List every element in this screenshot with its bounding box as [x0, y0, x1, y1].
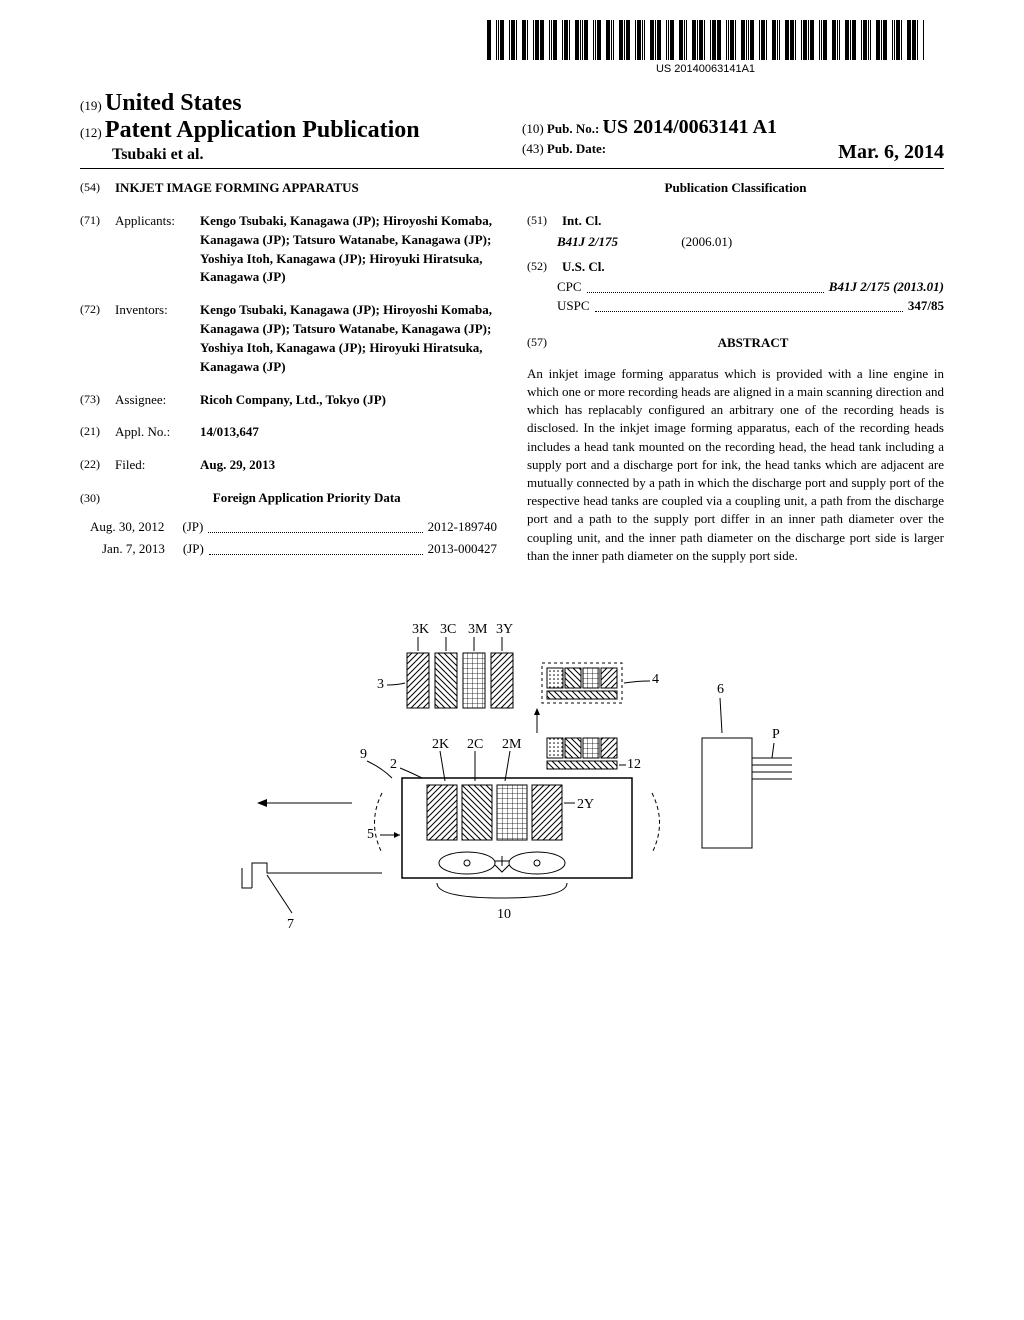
applicants-value: Kengo Tsubaki, Kanagawa (JP); Hiroyoshi …: [200, 212, 497, 287]
label-3K: 3K: [412, 622, 429, 637]
label-3M: 3M: [468, 622, 488, 637]
priority-date-0: Aug. 30, 2012: [90, 518, 164, 537]
us-cl-code: (52): [527, 258, 562, 277]
pub-type-code: (12): [80, 125, 102, 140]
label-3: 3: [377, 677, 384, 692]
label-2: 2: [390, 757, 397, 772]
label-3Y: 3Y: [496, 622, 513, 637]
appl-label: Appl. No.:: [115, 423, 200, 442]
figure-svg: 3K 3C 3M 3Y 3 4: [212, 613, 812, 993]
int-cl-code: (51): [527, 212, 562, 231]
barcode-region: US 20140063141A1: [487, 20, 924, 75]
int-cl-value: B41J 2/175: [557, 234, 618, 249]
label-2K: 2K: [432, 737, 449, 752]
cartridge-row-top: 3K 3C 3M 3Y: [407, 622, 513, 708]
label-7: 7: [287, 917, 294, 932]
filed-code: (22): [80, 456, 115, 475]
label-2Y: 2Y: [577, 797, 594, 812]
pub-type: Patent Application Publication: [105, 117, 420, 143]
priority-row-0: Aug. 30, 2012 (JP) 2012-189740: [80, 518, 497, 537]
cpc-label: CPC: [557, 278, 582, 297]
title-code: (54): [80, 179, 115, 198]
label-P: P: [772, 727, 780, 742]
pub-date: Mar. 6, 2014: [838, 141, 944, 164]
filed-date: Aug. 29, 2013: [200, 456, 497, 475]
priority-row-1: Jan. 7, 2013 (JP) 2013-000427: [80, 540, 497, 559]
patent-figure: 3K 3C 3M 3Y 3 4: [80, 613, 944, 998]
label-3C: 3C: [440, 622, 456, 637]
priority-country-1: (JP): [183, 540, 204, 559]
abstract-code: (57): [527, 334, 562, 359]
label-2C: 2C: [467, 737, 483, 752]
priority-code: (30): [80, 490, 115, 507]
filed-label: Filed:: [115, 456, 200, 475]
assignee-code: (73): [80, 391, 115, 410]
assignee-label: Assignee:: [115, 391, 200, 410]
authors: Tsubaki et al.: [80, 146, 502, 164]
int-cl-year: (2006.01): [681, 234, 732, 249]
applicants-label: Applicants:: [115, 212, 200, 287]
label-9: 9: [360, 747, 367, 762]
content-columns: (54) INKJET IMAGE FORMING APPARATUS (71)…: [80, 179, 944, 573]
assignee-value: Ricoh Company, Ltd., Tokyo (JP): [200, 391, 497, 410]
label-10: 10: [497, 907, 511, 922]
us-cl-label: U.S. Cl.: [562, 259, 605, 274]
patent-title: INKJET IMAGE FORMING APPARATUS: [115, 179, 497, 198]
priority-title: Foreign Application Priority Data: [118, 489, 495, 508]
country: United States: [105, 90, 242, 116]
int-cl-label: Int. Cl.: [562, 213, 601, 228]
inventors-code: (72): [80, 301, 115, 376]
pub-no-label: Pub. No.:: [547, 121, 599, 136]
uspc-value: 347/85: [908, 297, 944, 316]
label-2M: 2M: [502, 737, 522, 752]
uspc-label: USPC: [557, 297, 590, 316]
priority-date-1: Jan. 7, 2013: [102, 540, 165, 559]
barcode-text: US 20140063141A1: [487, 63, 924, 75]
appl-code: (21): [80, 423, 115, 442]
appl-no: 14/013,647: [200, 423, 497, 442]
pub-no: US 2014/0063141 A1: [603, 116, 777, 138]
cpc-value: B41J 2/175 (2013.01): [829, 279, 944, 294]
label-12: 12: [627, 757, 641, 772]
applicants-code: (71): [80, 212, 115, 287]
label-5: 5: [367, 827, 374, 842]
abstract-title: ABSTRACT: [562, 334, 944, 353]
left-column: (54) INKJET IMAGE FORMING APPARATUS (71)…: [80, 179, 497, 573]
inventors-value: Kengo Tsubaki, Kanagawa (JP); Hiroyoshi …: [200, 301, 497, 376]
right-column: Publication Classification (51) Int. Cl.…: [527, 179, 944, 573]
pub-date-label: Pub. Date:: [547, 141, 606, 156]
priority-country-0: (JP): [182, 518, 203, 537]
pub-no-code: (10): [522, 121, 544, 136]
pub-class-title: Publication Classification: [527, 179, 944, 198]
priority-number-0: 2012-189740: [428, 518, 497, 537]
barcode: [487, 20, 924, 60]
country-code: (19): [80, 98, 102, 113]
label-6: 6: [717, 682, 724, 697]
abstract-text: An inkjet image forming apparatus which …: [527, 365, 944, 565]
priority-number-1: 2013-000427: [428, 540, 497, 559]
label-4: 4: [652, 672, 659, 687]
inventors-label: Inventors:: [115, 301, 200, 376]
header: (19) United States (12) Patent Applicati…: [80, 90, 944, 169]
pub-date-code: (43): [522, 141, 544, 156]
